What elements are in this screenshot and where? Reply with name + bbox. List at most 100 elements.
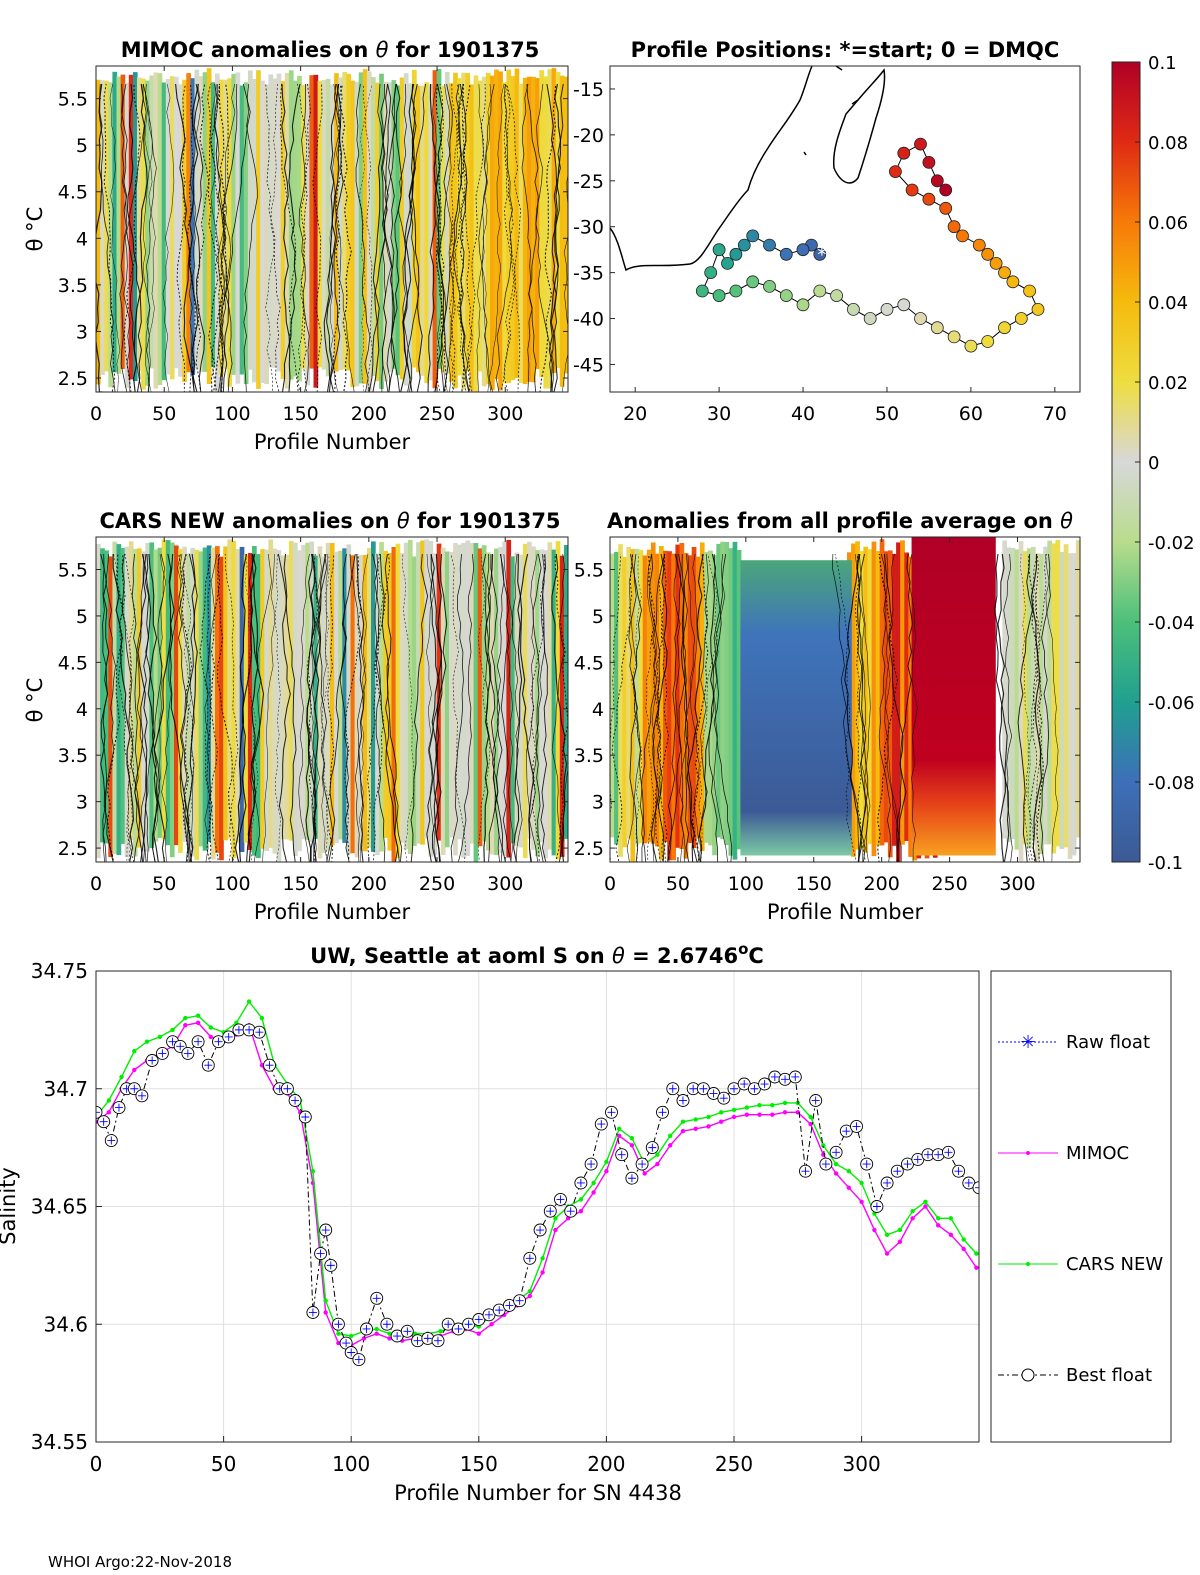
contour-line	[540, 553, 548, 862]
heatmap-cell	[1031, 546, 1036, 840]
raw-float-point	[944, 1148, 953, 1157]
y-tick-label: 3.5	[58, 745, 88, 767]
heatmap-cell	[153, 549, 159, 842]
heatmap-cell	[198, 76, 204, 372]
average-anomaly-axes-box	[609, 536, 1081, 863]
contour-line	[857, 553, 869, 862]
heatmap-cell	[272, 78, 278, 368]
y-tick-label: 4.5	[574, 652, 604, 674]
contour-line	[246, 553, 259, 862]
contour-line	[332, 83, 356, 392]
heatmap-cell	[728, 548, 734, 856]
y-tick-label: 2.5	[574, 838, 604, 860]
contour-line	[885, 553, 899, 862]
heatmap-cell	[626, 547, 631, 839]
heatmap-cell	[630, 549, 636, 862]
heatmap-cell	[387, 82, 393, 373]
salinity-series	[96, 999, 979, 1367]
heatmap-cell	[900, 540, 905, 845]
heatmap-cell	[268, 539, 274, 848]
heatmap-cell	[1075, 540, 1080, 838]
contour-line	[429, 553, 441, 862]
heatmap-cell	[120, 74, 126, 369]
raw-float-point	[96, 1108, 100, 1117]
contour-line	[487, 553, 503, 862]
heatmap-cell	[149, 75, 155, 369]
y-tick-label: -20	[573, 125, 604, 147]
heatmap-cell	[100, 548, 105, 843]
heatmap-cell	[186, 73, 191, 373]
heatmap-cell	[297, 550, 302, 852]
heatmap-cell	[120, 548, 126, 844]
contour-line	[855, 554, 867, 862]
heatmap-cell	[432, 70, 438, 389]
contour-line	[832, 553, 859, 862]
contour-line	[362, 83, 373, 392]
contour-line	[713, 553, 733, 862]
series-point	[119, 1074, 124, 1080]
colorbar-tick-label: -0.1	[1148, 853, 1183, 874]
heatmap-cell	[243, 554, 249, 843]
series-point	[336, 1340, 341, 1346]
contour-line	[458, 83, 471, 392]
heatmap-cell	[855, 541, 860, 850]
contour-line	[1045, 553, 1059, 862]
profile-position-point	[1014, 312, 1028, 325]
x-tick-label: 300	[843, 1452, 881, 1476]
profile-position-point	[737, 238, 751, 252]
heatmap-cell	[276, 73, 282, 372]
raw-float-point	[291, 1096, 300, 1105]
series-point	[540, 1256, 545, 1261]
series-point	[744, 1105, 749, 1110]
contour-line	[406, 83, 427, 392]
x-tick-label: 50	[211, 1452, 236, 1476]
heatmap-cell	[551, 549, 557, 856]
contour-line	[674, 553, 698, 862]
salinity-title: UW, Seattle at aoml S on θ = 2.6746oC	[310, 940, 764, 968]
heatmap-cell	[284, 72, 290, 389]
series-point	[693, 1126, 698, 1132]
heatmap-cell	[522, 77, 528, 385]
colorbar-ticks: 0.1 0.08 0.06 0.04 0.02 0 -0.02 -0.04 -0.06 -0.08…	[1135, 53, 1195, 874]
profile-positions-panel: Profile Positions: *=start; 0 = DMQC * 2…	[573, 38, 1081, 425]
heatmap-cell	[264, 84, 269, 385]
raw-float-point	[255, 1028, 264, 1037]
raw-float-point	[658, 1108, 667, 1117]
raw-float-point	[597, 1120, 606, 1129]
contour-line	[178, 553, 193, 862]
series-point	[936, 1223, 941, 1228]
series-point	[680, 1128, 686, 1134]
heatmap-cell	[223, 546, 228, 841]
heatmap-negative-block	[740, 560, 852, 856]
heatmap-cell	[457, 544, 462, 840]
legend-raw-marker: ✳	[1020, 1032, 1035, 1053]
profile-position-point	[897, 298, 911, 312]
raw-float-point	[781, 1075, 790, 1084]
africa-coastline	[609, 65, 813, 272]
heatmap-cell	[671, 553, 676, 861]
heatmap-cell	[153, 72, 159, 389]
contour-line	[298, 553, 310, 862]
heatmap-cell	[362, 69, 368, 384]
heatmap-cell	[469, 84, 475, 391]
profile-position-point	[964, 339, 978, 353]
colorbar-tick-label: -0.04	[1148, 613, 1195, 634]
series-point	[706, 1124, 711, 1129]
heatmap-cell	[691, 547, 697, 848]
heatmap-cell	[1002, 540, 1007, 839]
heatmap-cell	[198, 551, 204, 847]
heatmap-cell	[235, 72, 241, 384]
contour-line	[123, 83, 141, 392]
heatmap-cell	[342, 548, 347, 843]
heatmap-cell	[412, 556, 417, 846]
heatmap-cell	[206, 545, 212, 842]
heatmap-cell	[157, 547, 163, 838]
raw-float-point	[525, 1254, 534, 1263]
series-point	[183, 1022, 188, 1028]
heatmap-cell	[683, 552, 689, 859]
series-point	[680, 1119, 686, 1124]
x-tick-label: 150	[282, 403, 318, 425]
heatmap-cell	[424, 539, 429, 839]
heatmap-cell	[247, 553, 253, 850]
